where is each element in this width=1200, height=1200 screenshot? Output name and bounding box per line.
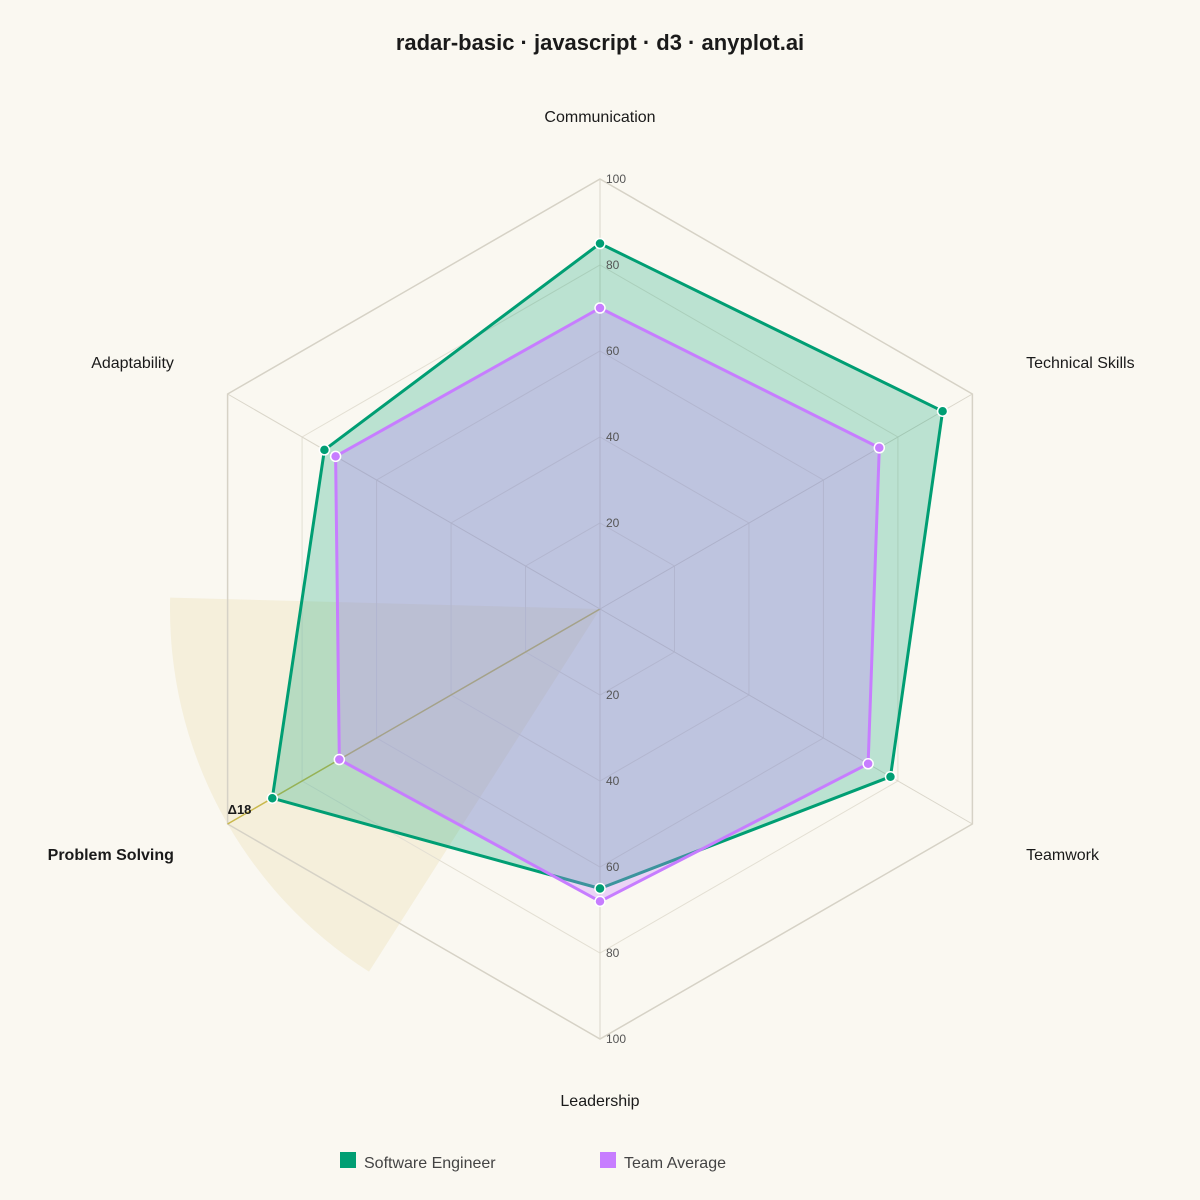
tick-label-top-80: 80 [606,258,620,272]
data-point-software-engineer-technical-skills [936,405,949,417]
spoke-teamwork [599,608,973,825]
data-point-software-engineer-teamwork [884,770,897,783]
tick-labels: 20 20 40 40 60 60 80 80 100 100 [606,172,626,1046]
tick-label-bottom-100: 100 [606,1032,626,1046]
tick-label-bottom-60: 60 [606,860,620,874]
data-point-team-average-communication [594,302,606,314]
delta-annotation: Δ18 [228,802,252,817]
chart-title: radar-basic · javascript · d3 · anyplot.… [396,30,804,55]
data-point-team-average-teamwork [862,758,874,770]
axis-label-communication: Communication [544,109,655,126]
data-point-team-average-adaptability [329,450,342,463]
axis-label-leadership: Leadership [560,1093,639,1110]
axis-label-teamwork: Teamwork [1026,847,1100,864]
tick-label-top-20: 20 [606,516,620,530]
legend-swatch-software-engineer [340,1152,356,1168]
tick-label-bottom-20: 20 [606,688,620,702]
data-point-software-engineer-leadership [594,882,606,895]
axis-label-problem-solving: Problem Solving [48,847,174,864]
legend-label-software-engineer: Software Engineer [364,1155,496,1172]
tick-label-top-100: 100 [606,172,626,186]
legend: Software Engineer Team Average [340,1152,726,1172]
spoke-adaptability [227,393,601,610]
data-point-software-engineer-communication [594,237,606,250]
axis-label-adaptability: Adaptability [91,355,174,372]
data-point-software-engineer-problem-solving [266,792,279,804]
tick-label-bottom-80: 80 [606,946,620,960]
spoke-technical-skills [599,393,973,610]
data-point-team-average-leadership [594,895,606,908]
data-point-software-engineer-adaptability [318,444,331,456]
legend-label-team-average: Team Average [624,1155,726,1172]
axis-labels: Communication Technical Skills Teamwork Lea… [48,109,1135,1110]
legend-swatch-team-average [600,1152,616,1168]
series-layer [266,237,949,908]
tick-label-top-60: 60 [606,344,620,358]
tick-label-top-40: 40 [606,430,620,444]
data-point-team-average-technical-skills [873,442,886,454]
data-point-team-average-problem-solving [333,753,346,766]
spoke-problem-solving [227,608,601,825]
axis-label-technical-skills: Technical Skills [1026,355,1134,372]
grid-layer [226,178,974,1040]
tick-label-bottom-40: 40 [606,774,620,788]
